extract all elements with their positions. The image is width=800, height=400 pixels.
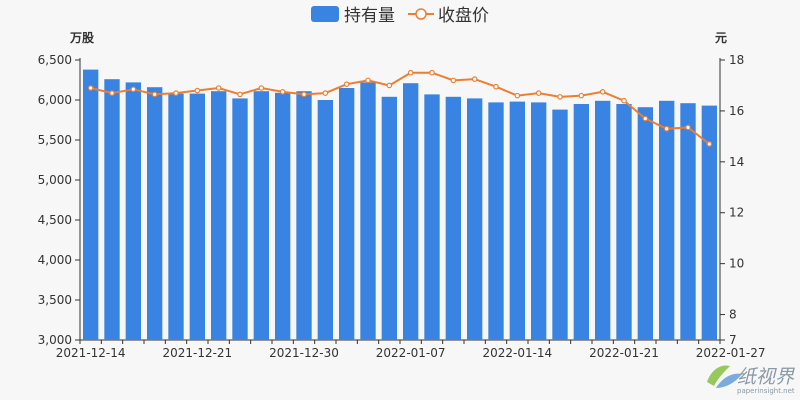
axes-layer: 3,000 3,500 4,000 4,500 5,000 5,500 6,000 6,500… [38, 53, 766, 360]
point-price [471, 76, 478, 82]
bar-holdings [338, 88, 355, 340]
bar-holdings [637, 107, 654, 340]
point-price [173, 90, 179, 96]
y-left-tick-label: 4,000 [38, 253, 72, 267]
legend: 持有量 收盘价 [311, 6, 489, 26]
bar-holdings [466, 98, 483, 341]
y-left-unit: 万股 [69, 30, 95, 45]
legend-label-holdings: 持有量 [344, 6, 395, 26]
point-price [663, 125, 670, 132]
y-right-tick-label: 7 [729, 333, 737, 347]
line-layer [87, 69, 713, 147]
bar-holdings [552, 109, 568, 340]
point-price [194, 87, 201, 94]
bars-layer [82, 69, 718, 341]
y-right-tick-label: 8 [729, 308, 737, 322]
bar-holdings [680, 103, 696, 340]
point-price [386, 82, 393, 89]
point-price [343, 81, 350, 87]
bar-holdings [274, 92, 291, 340]
point-price [258, 85, 265, 91]
watermark: 纸视界 paperinsight.net [707, 365, 795, 395]
point-price [322, 90, 329, 96]
y-left-tick-label: 3,500 [38, 293, 72, 307]
point-price [237, 91, 243, 98]
y-left-tick-label: 5,000 [38, 173, 72, 187]
x-tick-label: 2022-01-27 [696, 346, 766, 360]
y-right-unit: 元 [715, 31, 727, 45]
bar-holdings [381, 96, 398, 340]
bar-holdings [402, 83, 419, 340]
x-tick-label: 2022-01-21 [589, 346, 659, 360]
y-left-tick-label: 3,000 [38, 333, 72, 347]
bar-holdings [573, 104, 590, 340]
point-price [279, 89, 286, 95]
bar-holdings [701, 105, 718, 340]
point-price [493, 83, 499, 90]
legend-label-price: 收盘价 [438, 6, 489, 26]
y-right-tick-label: 12 [729, 206, 744, 220]
bar-holdings [594, 100, 611, 340]
y-right-tick-label: 14 [729, 155, 744, 169]
bar-holdings [146, 87, 163, 340]
y-right-tick-label: 10 [729, 257, 744, 271]
bar-holdings [189, 93, 206, 340]
bar-holdings [360, 82, 376, 341]
line-price [90, 71, 710, 145]
y-right-tick-label: 16 [729, 104, 744, 118]
bar-holdings [168, 93, 184, 340]
point-price [407, 69, 414, 76]
y-right-tick-label: 18 [729, 53, 744, 67]
point-price [301, 91, 307, 98]
point-price [557, 94, 563, 100]
bar-holdings [104, 79, 120, 340]
y-left-tick-label: 5,500 [38, 133, 72, 147]
bar-holdings [125, 82, 142, 341]
point-price [87, 85, 94, 91]
point-price [429, 69, 435, 76]
x-tick-label: 2021-12-14 [56, 346, 126, 360]
watermark-logo-icon [707, 365, 742, 388]
bar-holdings [530, 102, 547, 341]
bar-holdings [317, 100, 334, 340]
x-tick-label: 2021-12-21 [162, 346, 232, 360]
point-price [450, 77, 457, 84]
bar-holdings [232, 98, 248, 341]
bar-holdings [658, 100, 675, 340]
y-left-tick-label: 6,000 [38, 93, 72, 107]
point-price [109, 90, 115, 96]
x-tick-label: 2021-12-30 [269, 346, 339, 360]
y-left-tick-label: 6,500 [38, 53, 72, 67]
point-price [365, 77, 371, 84]
point-price [685, 124, 691, 131]
point-price [706, 141, 713, 147]
point-price [621, 97, 627, 104]
point-price [535, 90, 542, 96]
y-left-tick-label: 4,500 [38, 213, 72, 227]
bar-holdings [296, 91, 312, 340]
legend-swatch-holdings [311, 6, 339, 22]
point-price [215, 85, 222, 91]
point-price [599, 89, 606, 95]
watermark-text: 纸视界 [737, 366, 795, 388]
point-price [130, 86, 137, 93]
bar-holdings [253, 91, 270, 340]
x-tick-label: 2022-01-07 [376, 346, 446, 360]
x-tick-label: 2022-01-14 [482, 346, 552, 360]
bar-holdings [210, 91, 227, 340]
bar-holdings [445, 96, 462, 340]
bar-holdings [424, 94, 440, 341]
bar-holdings [509, 101, 526, 340]
watermark-subtext: paperinsight.net [737, 387, 795, 395]
legend-marker-price [415, 8, 427, 20]
point-price [642, 115, 649, 122]
point-price [514, 92, 521, 99]
point-price [151, 91, 158, 98]
bar-holdings [616, 104, 632, 340]
bar-holdings [488, 102, 504, 341]
bar-holdings [82, 69, 99, 340]
point-price [578, 92, 585, 99]
